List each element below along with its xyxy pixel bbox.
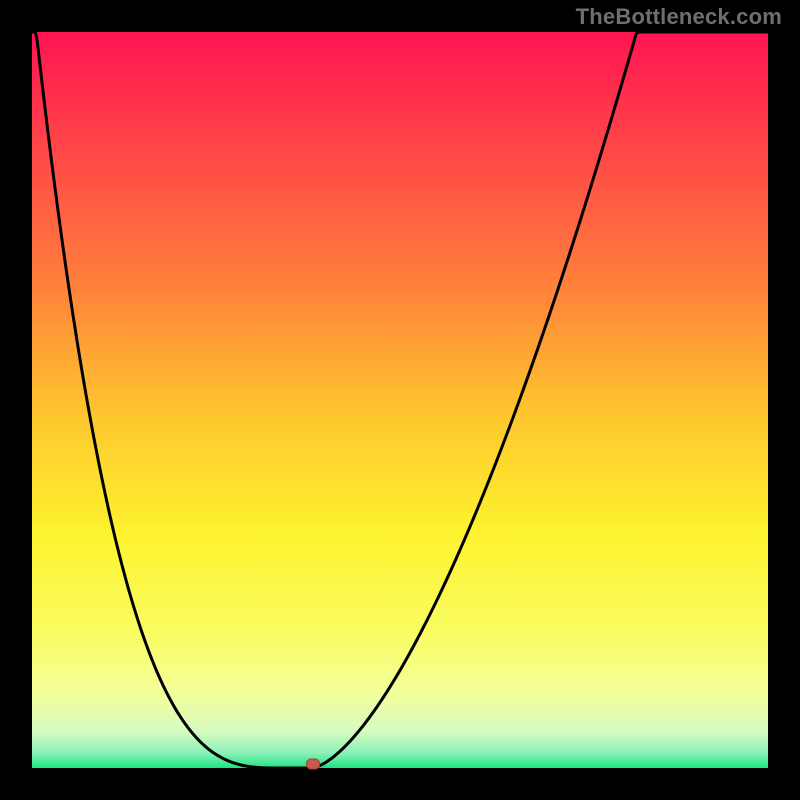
chart-frame: TheBottleneck.com: [0, 0, 800, 800]
curve-layer: [32, 32, 768, 768]
watermark-text: TheBottleneck.com: [576, 4, 782, 30]
bottleneck-curve: [32, 32, 768, 768]
optimum-marker: [306, 759, 320, 770]
plot-area: [32, 32, 768, 768]
